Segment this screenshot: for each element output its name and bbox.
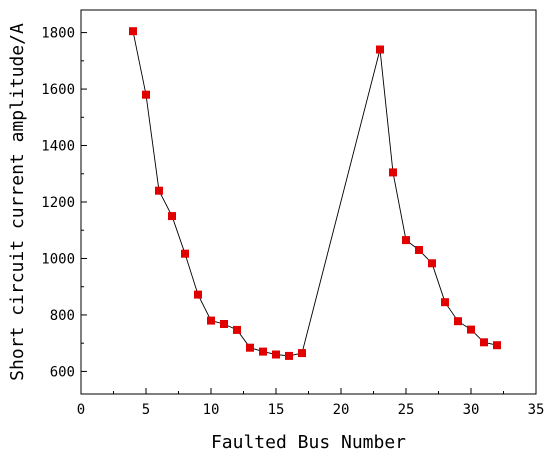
data-point-marker	[142, 90, 150, 99]
data-point-marker	[428, 259, 436, 268]
series-line	[132, 31, 498, 357]
y-tick-label: 1800	[41, 26, 75, 42]
data-point-marker	[441, 298, 449, 307]
x-axis-title: Faulted Bus Number	[211, 432, 406, 453]
y-tick-label: 1600	[41, 82, 75, 98]
data-point-marker	[194, 290, 202, 299]
data-point-marker	[207, 316, 215, 325]
x-tick-label: 35	[528, 402, 545, 418]
x-tick-label: 30	[463, 402, 480, 418]
data-point-marker	[233, 325, 241, 334]
y-tick-label: 1200	[41, 195, 75, 211]
data-point-marker	[220, 320, 228, 328]
data-point-marker	[259, 347, 267, 356]
y-tick-label: 800	[50, 308, 75, 324]
data-point-marker	[376, 45, 384, 54]
data-point-marker	[285, 351, 293, 360]
data-point-marker	[415, 246, 423, 254]
x-tick-label: 5	[142, 402, 150, 418]
x-tick-label: 0	[77, 402, 85, 418]
data-point-marker	[272, 350, 280, 359]
y-tick-label: 600	[50, 364, 75, 380]
ticks-layer: 0 5 10 15 20 25 30 35 600 800 1000 1200 1400 1600 1800	[41, 26, 544, 418]
data-point-marker	[168, 212, 176, 221]
y-tick-label: 1400	[41, 139, 75, 155]
y-tick-label: 1000	[41, 251, 75, 267]
x-tick-label: 20	[333, 402, 350, 418]
y-axis-title: Short circuit current amplitude/A	[7, 23, 28, 381]
plot-frame	[80, 9, 537, 395]
data-point-marker	[129, 27, 137, 36]
data-point-marker	[298, 349, 306, 358]
x-tick-label: 15	[268, 402, 285, 418]
data-point-marker	[246, 343, 254, 352]
data-point-marker	[480, 338, 488, 347]
markers-layer	[129, 27, 501, 360]
x-tick-label: 10	[203, 402, 220, 418]
data-point-marker	[467, 325, 475, 334]
data-point-marker	[155, 186, 163, 195]
x-tick-label: 25	[398, 402, 415, 418]
data-point-marker	[454, 317, 462, 326]
data-point-marker	[181, 249, 189, 258]
data-point-marker	[402, 236, 410, 245]
data-point-marker	[389, 168, 397, 177]
data-point-marker	[493, 341, 501, 350]
